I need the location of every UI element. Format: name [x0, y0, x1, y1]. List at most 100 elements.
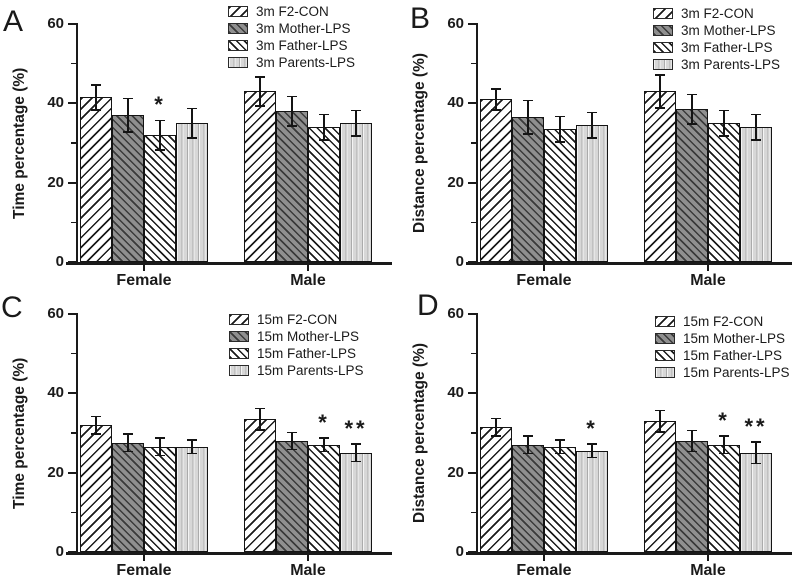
x-axis-line — [66, 262, 392, 265]
error-bar-cap — [187, 452, 197, 455]
error-bar-cap — [91, 415, 101, 418]
y-tick-major — [468, 392, 476, 395]
error-bar-cap — [555, 452, 565, 455]
legend-item: 15m Father-LPS — [655, 348, 782, 363]
error-bar-line — [323, 438, 325, 451]
error-bar-line — [527, 436, 529, 453]
bar — [276, 111, 308, 262]
error-bar-line — [127, 99, 129, 132]
panel-d: D Distance percentage (%) 0 20 40 60 Female M… — [400, 290, 797, 579]
y-tick-label: 20 — [47, 173, 64, 191]
y-tick-major — [68, 392, 76, 395]
error-bar-cap — [255, 105, 265, 107]
y-tick-label: 40 — [47, 384, 64, 402]
error-bar-line — [495, 89, 497, 110]
y-tick-minor — [471, 432, 476, 434]
error-bar-line — [159, 438, 161, 455]
legend-swatch-vertical-stripes — [653, 59, 673, 70]
error-bar-cap — [523, 99, 533, 102]
error-bar-cap — [719, 109, 729, 112]
bar — [144, 446, 176, 552]
error-bar-line — [95, 417, 97, 433]
error-bar-cap — [719, 435, 729, 438]
bar — [244, 91, 276, 262]
error-bar-cap — [287, 431, 297, 434]
x-category-label: Female — [116, 272, 172, 289]
error-bar-cap — [555, 439, 565, 442]
bar — [708, 123, 740, 262]
y-tick-major — [68, 313, 76, 315]
y-tick-minor — [471, 511, 476, 514]
y-tick-label: 40 — [447, 384, 464, 402]
error-bar-cap — [655, 409, 665, 412]
bar — [340, 123, 372, 262]
bar — [176, 446, 208, 552]
bar — [512, 117, 544, 262]
legend-item: 3m Parents-LPS — [653, 57, 780, 72]
error-bar-cap — [187, 107, 197, 110]
error-bar-cap — [587, 111, 597, 114]
legend-swatch-diagonal-up-hatch — [655, 316, 675, 327]
legend-label: 3m Parents-LPS — [256, 55, 356, 70]
error-bar-cap — [751, 441, 761, 443]
legend-item: 15m F2-CON — [655, 314, 763, 329]
y-tick-minor — [471, 142, 476, 144]
y-tick-label: 20 — [447, 173, 464, 191]
error-bar-cap — [751, 113, 761, 116]
error-bar-line — [323, 115, 325, 140]
plot-area: 0 20 40 60 Female Male * * ** 15m F2-CON 15m Mothe… — [400, 290, 797, 579]
error-bar-cap — [123, 131, 133, 133]
error-bar-cap — [751, 462, 761, 465]
error-bar-line — [659, 411, 661, 431]
error-bar-line — [291, 433, 293, 449]
legend-swatch-diagonal-up-hatch — [653, 8, 673, 19]
error-bar-cap — [91, 83, 101, 86]
error-bar-cap — [491, 417, 501, 420]
x-tick — [307, 264, 309, 271]
legend-item: 3m Mother-LPS — [653, 23, 776, 38]
legend-swatch-diagonal-up-hatch — [229, 314, 249, 325]
y-axis-line — [476, 313, 478, 552]
y-tick-label: 20 — [47, 463, 64, 481]
y-tick-minor — [71, 511, 76, 514]
error-bar-line — [191, 440, 193, 453]
error-bar-cap — [155, 119, 165, 122]
legend-label: 3m Mother-LPS — [256, 21, 351, 36]
legend-label: 3m F2-CON — [681, 6, 754, 21]
error-bar-cap — [687, 429, 697, 432]
error-bar-line — [259, 409, 261, 430]
bar — [740, 452, 772, 552]
y-tick-label: 0 — [455, 253, 464, 270]
error-bar-cap — [491, 87, 501, 90]
error-bar-cap — [319, 437, 329, 440]
error-bar-cap — [91, 433, 101, 435]
legend-label: 3m F2-CON — [256, 4, 329, 19]
legend-label: 15m Father-LPS — [257, 346, 357, 361]
error-bar-cap — [351, 443, 361, 445]
panel-b: B Distance percentage (%) 0 20 40 60 Female M… — [400, 0, 797, 290]
legend-swatch-dark-diagonal-down-hatch — [653, 25, 673, 36]
y-tick-label: 40 — [447, 94, 464, 112]
error-bar-cap — [655, 74, 665, 76]
error-bar-cap — [587, 137, 597, 139]
legend-item: 15m Mother-LPS — [655, 331, 785, 346]
legend-swatch-vertical-stripes — [228, 57, 248, 68]
y-tick-label: 60 — [47, 305, 64, 322]
error-bar-cap — [751, 139, 761, 141]
y-tick-minor — [471, 221, 476, 224]
bar — [740, 127, 772, 262]
error-bar-cap — [719, 452, 729, 455]
bar — [544, 129, 576, 262]
bar — [676, 109, 708, 262]
y-tick-minor — [471, 62, 476, 65]
plot-area: 0 20 40 60 Female Male * ** 15m F2-CON 15m Mother… — [0, 290, 400, 579]
bar — [244, 419, 276, 552]
error-bar-cap — [555, 115, 565, 118]
legend-swatch-diagonal-down-hatch — [655, 350, 675, 361]
bar — [480, 99, 512, 262]
y-tick-major — [468, 102, 476, 105]
panel-letter: C — [1, 291, 23, 324]
y-tick-minor — [71, 352, 76, 355]
panel-letter: B — [410, 2, 431, 35]
